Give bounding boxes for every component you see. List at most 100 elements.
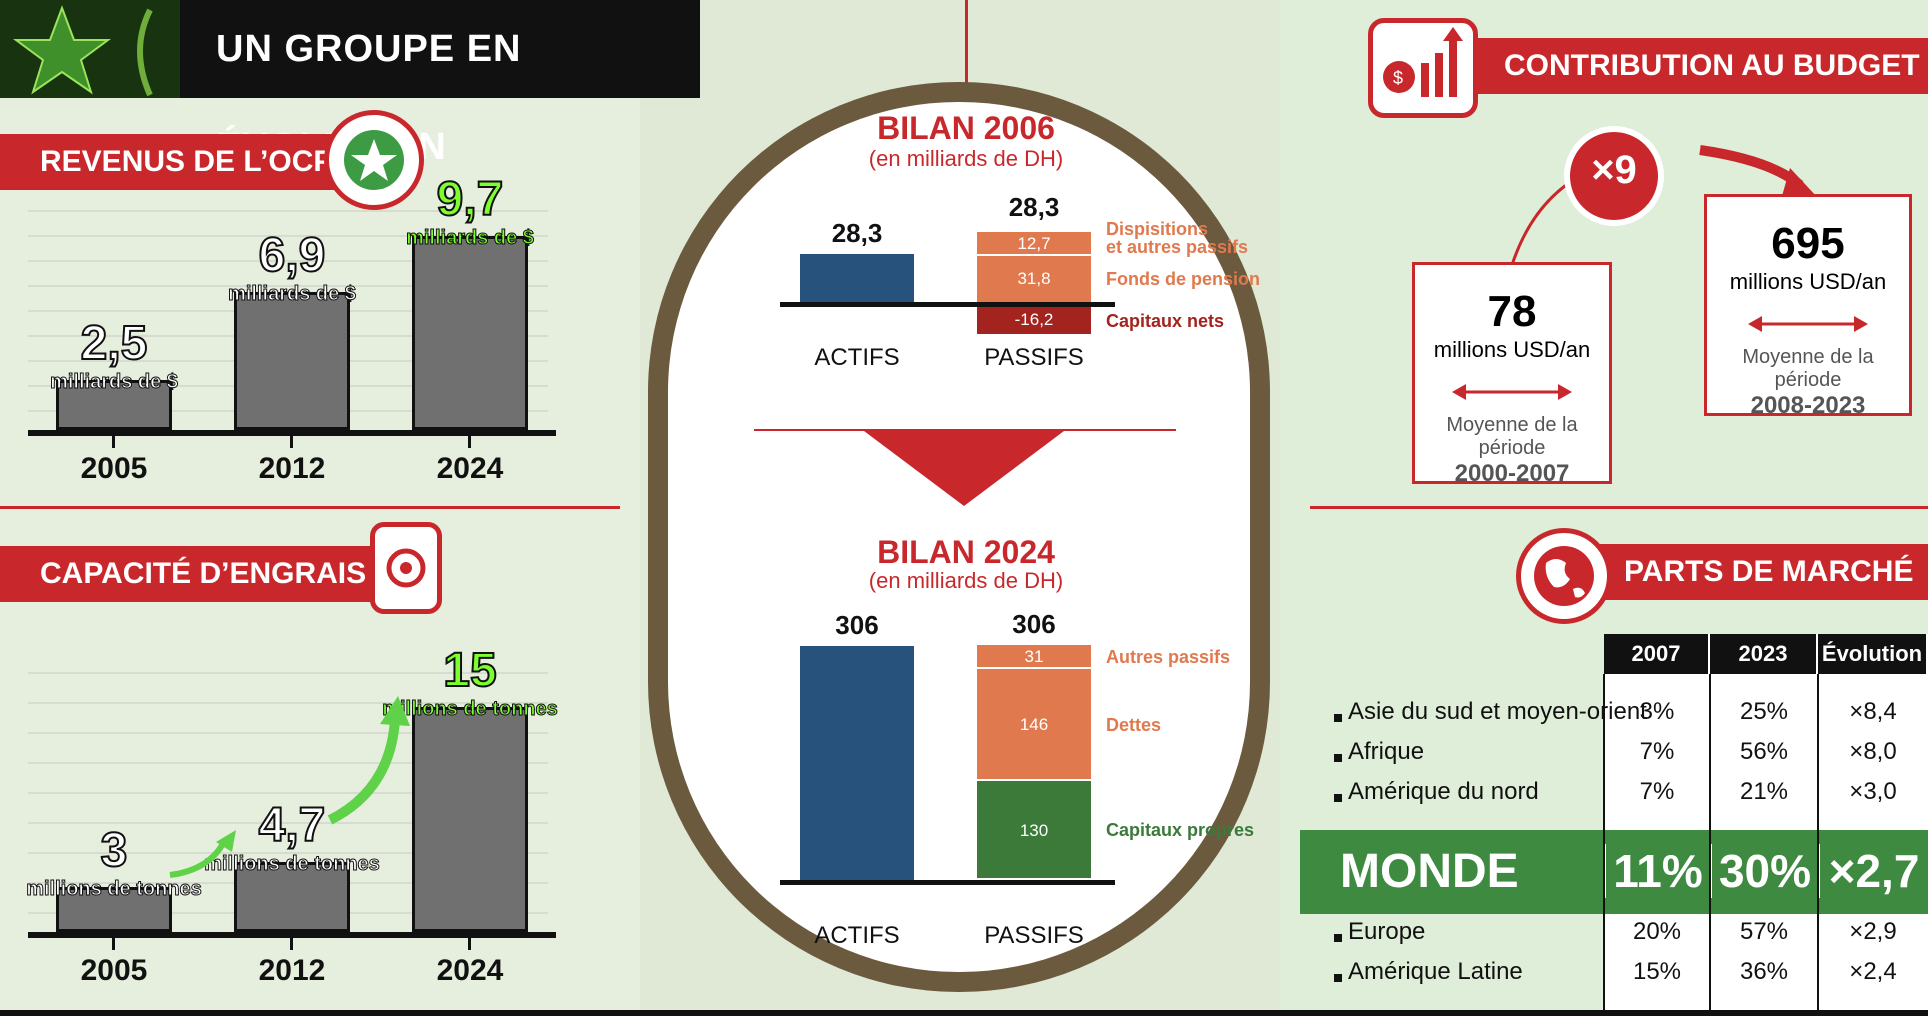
actifs-bar bbox=[800, 645, 914, 880]
unit-label: millions de tonnes bbox=[382, 698, 559, 720]
budget-left-period: 2000-2007 bbox=[1454, 460, 1570, 487]
grid-line bbox=[28, 822, 548, 824]
ocp-logo-icon bbox=[324, 110, 424, 210]
bar-2012 bbox=[234, 292, 350, 430]
budget-left-caption: Moyenne de la période bbox=[1446, 414, 1578, 459]
region-value: 7% bbox=[1639, 778, 1675, 805]
grid-line bbox=[28, 235, 548, 237]
region-value: ×2,9 bbox=[1849, 918, 1897, 945]
budget-right-unit: millions USD/an bbox=[1729, 269, 1887, 294]
world-label: MONDE bbox=[1340, 845, 1519, 898]
bar-2024 bbox=[412, 707, 528, 932]
wheat-icon bbox=[137, 8, 153, 97]
market-table: 2007 2023 Évolution Asie du sud et moyen-or… bbox=[1300, 634, 1928, 1010]
passif-legend: Dispisitions bbox=[1106, 219, 1209, 239]
engrais-banner: CAPACITÉ D’ENGRAIS bbox=[0, 546, 380, 602]
passif-legend: Autres passifs bbox=[1106, 647, 1231, 667]
region-value: 20% bbox=[1632, 918, 1682, 945]
grid-line bbox=[28, 852, 548, 854]
engrais-chart: 3 millions de tonnes 2005 4,7 millions de to… bbox=[0, 620, 560, 1010]
budget-right-caption: Moyenne de la période bbox=[1742, 346, 1874, 391]
value-label: 6,9 bbox=[258, 228, 327, 283]
col-divider bbox=[1603, 674, 1605, 1010]
value-label: 9,7 bbox=[436, 172, 505, 227]
bottom-divider bbox=[0, 1010, 1928, 1016]
x-tick bbox=[468, 938, 471, 950]
budget-banner: CONTRIBUTION AU BUDGET bbox=[1420, 38, 1928, 94]
down-arrow-icon bbox=[864, 431, 1064, 506]
world-value: ×2,7 bbox=[1818, 844, 1928, 898]
globe-icon bbox=[1516, 528, 1612, 624]
page-title: UN GROUPE EN ÉVOLUTION bbox=[180, 0, 700, 168]
passif-segment: 146 bbox=[977, 668, 1091, 781]
region-value: 56% bbox=[1739, 738, 1789, 765]
passif-segment: 12,7 bbox=[977, 232, 1091, 256]
x-axis bbox=[28, 932, 556, 938]
double-arrow-icon bbox=[1452, 384, 1572, 400]
passif-segment: 31 bbox=[977, 645, 1091, 669]
left-mid-divider bbox=[0, 506, 620, 509]
region-value: 21% bbox=[1739, 778, 1789, 805]
grid-line bbox=[28, 260, 548, 262]
bullet bbox=[1334, 934, 1342, 942]
x-tick-label: 2024 bbox=[436, 954, 504, 987]
value-label: 15 bbox=[442, 643, 497, 698]
unit-label: milliards de $ bbox=[228, 283, 357, 305]
col-divider bbox=[1709, 674, 1711, 1010]
x-label-actifs: ACTIFS bbox=[814, 344, 900, 371]
table-header: Évolution bbox=[1818, 634, 1928, 674]
budget-left-unit: millions USD/an bbox=[1433, 337, 1591, 362]
market-banner: PARTS DE MARCHÉ bbox=[1560, 544, 1928, 600]
x-tick-label: 2024 bbox=[436, 452, 504, 485]
star-logo-icon bbox=[12, 5, 153, 97]
market-table-bg bbox=[1604, 634, 1928, 1010]
bar-2012 bbox=[234, 861, 350, 932]
x-axis bbox=[28, 430, 556, 436]
right-mid-divider bbox=[1310, 506, 1928, 509]
x-tick bbox=[468, 436, 471, 448]
table-header: 2007 bbox=[1604, 634, 1710, 674]
fertilizer-sack-icon bbox=[370, 522, 442, 614]
value-label: 3 bbox=[100, 823, 129, 878]
x-tick bbox=[112, 436, 115, 448]
x-tick bbox=[112, 938, 115, 950]
bullet bbox=[1334, 974, 1342, 982]
multiplier-badge bbox=[1564, 126, 1664, 226]
unit-label: millions de tonnes bbox=[26, 878, 203, 900]
header-logo-area bbox=[0, 0, 180, 98]
bilan2024-subtitle: (en milliards de DH) bbox=[868, 568, 1064, 593]
value-label: 2,5 bbox=[80, 316, 149, 371]
grid-line bbox=[28, 210, 548, 212]
passif-segment: 31,8 bbox=[977, 256, 1091, 302]
region-value: 36% bbox=[1739, 958, 1789, 985]
budget-left-value: 78 bbox=[1487, 287, 1537, 336]
passif-segment: -16,2 bbox=[977, 306, 1091, 334]
double-arrow-icon bbox=[1748, 316, 1868, 332]
bar-2005 bbox=[56, 380, 172, 430]
x-tick-label: 2012 bbox=[258, 452, 326, 485]
passif-legend: Capitaux propres bbox=[1106, 820, 1255, 841]
bilan2006-title: BILAN 2006 bbox=[877, 110, 1055, 146]
passif-legend: Dettes bbox=[1106, 714, 1162, 735]
bullet bbox=[1334, 794, 1342, 802]
passif-legend: Capitaux nets bbox=[1106, 311, 1225, 331]
budget-right-period: 2008-2023 bbox=[1750, 392, 1866, 419]
grid-line bbox=[28, 762, 548, 764]
col-divider bbox=[1817, 674, 1819, 1010]
region-value: ×8,0 bbox=[1849, 738, 1897, 765]
bar-2005 bbox=[56, 887, 172, 932]
passif-segment: 130 bbox=[977, 780, 1091, 880]
region-label: Europe bbox=[1348, 918, 1426, 945]
bilan2024-chart: 306 31 Autres passifs 146 Dettes 130 Capitaux … bbox=[760, 609, 1260, 949]
region-label: Amérique du nord bbox=[1348, 778, 1539, 805]
bilan2006-subtitle: (en milliards de DH) bbox=[868, 146, 1064, 171]
world-row-bg bbox=[1300, 830, 1928, 914]
table-header: 2023 bbox=[1710, 634, 1818, 674]
bar-2024 bbox=[412, 236, 528, 430]
center-panel bbox=[668, 102, 1250, 972]
grid-line bbox=[28, 792, 548, 794]
x-label-passifs: PASSIFS bbox=[984, 922, 1084, 949]
grid-line bbox=[28, 672, 548, 674]
passifs-total: 306 bbox=[1012, 609, 1056, 640]
actifs-bar bbox=[800, 253, 914, 302]
